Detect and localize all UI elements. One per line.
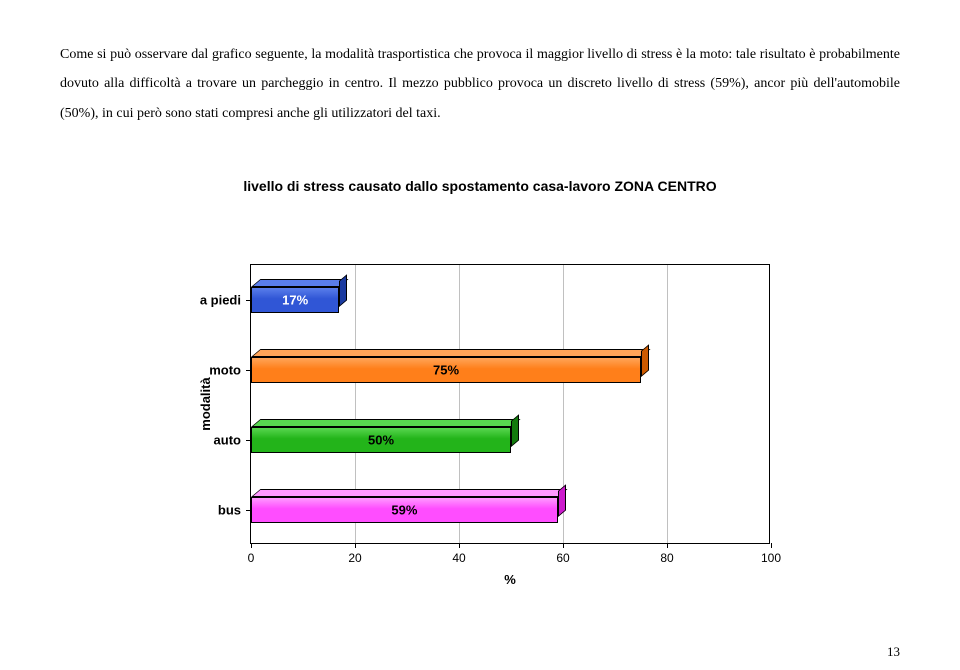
chart-x-axis-label: % (504, 572, 516, 587)
chart-bar-front-face: 75% (251, 357, 641, 383)
chart-bar-value-label: 75% (433, 363, 459, 378)
chart-plot: modalità % 020406080100a piedi17%moto75%… (250, 264, 770, 544)
chart-x-tick-label: 100 (761, 551, 781, 565)
chart-bar-value-label: 59% (391, 503, 417, 518)
chart-tick-mark (251, 543, 252, 548)
page-number: 13 (887, 644, 900, 660)
chart-gridline (667, 265, 668, 543)
chart-category-label: moto (181, 363, 241, 378)
chart-bar-front-face: 50% (251, 427, 511, 453)
chart-tick-mark (771, 543, 772, 548)
chart-category-label: bus (181, 503, 241, 518)
chart-bar-front-face: 17% (251, 287, 339, 313)
chart-x-tick-label: 0 (248, 551, 255, 565)
chart-bar: 75% (251, 357, 641, 383)
chart-bar-front-face: 59% (251, 497, 558, 523)
chart-bar-top-face (251, 419, 521, 427)
chart-category-label: auto (181, 433, 241, 448)
chart-bar: 17% (251, 287, 339, 313)
chart-tick-mark (355, 543, 356, 548)
chart-container: livello di stress causato dallo spostame… (60, 178, 900, 594)
chart-bar-value-label: 17% (282, 293, 308, 308)
chart-bar-top-face (251, 279, 349, 287)
chart-tick-mark (563, 543, 564, 548)
body-paragraph: Come si può osservare dal grafico seguen… (60, 40, 900, 128)
chart-bar-side-face (511, 414, 519, 447)
chart-title: livello di stress causato dallo spostame… (160, 178, 800, 194)
chart-bar-side-face (558, 484, 566, 517)
chart-x-tick-label: 20 (348, 551, 361, 565)
chart-bar-side-face (641, 344, 649, 377)
chart-bar-side-face (339, 274, 347, 307)
chart-bar-top-face (251, 489, 567, 497)
chart-bar: 50% (251, 427, 511, 453)
chart-category-label: a piedi (181, 293, 241, 308)
chart-x-tick-label: 60 (556, 551, 569, 565)
chart-y-axis-label: modalità (198, 377, 213, 430)
chart-bar-value-label: 50% (368, 433, 394, 448)
chart-bar-top-face (251, 349, 651, 357)
chart-x-tick-label: 40 (452, 551, 465, 565)
chart-area: modalità % 0 20 40 60 80 100 a piedi 17% moto 75%… (160, 224, 800, 594)
chart-x-tick-label: 80 (660, 551, 673, 565)
chart-tick-mark (667, 543, 668, 548)
chart-bar: 59% (251, 497, 558, 523)
chart-tick-mark (459, 543, 460, 548)
